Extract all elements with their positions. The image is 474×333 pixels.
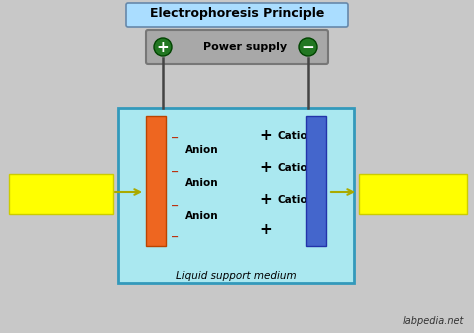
- Bar: [306, 116, 326, 246]
- Text: +: +: [260, 161, 273, 175]
- Text: +: +: [260, 129, 273, 144]
- Text: Positive electrode: Positive electrode: [11, 197, 111, 207]
- Text: Cation: Cation: [278, 131, 316, 141]
- Text: labpedia.net: labpedia.net: [402, 316, 464, 326]
- FancyBboxPatch shape: [126, 3, 348, 27]
- Text: Anion: Anion: [185, 145, 219, 155]
- Text: Power supply: Power supply: [203, 42, 287, 52]
- Ellipse shape: [154, 38, 172, 56]
- FancyBboxPatch shape: [359, 174, 467, 214]
- Ellipse shape: [299, 38, 317, 56]
- Text: +: +: [260, 192, 273, 207]
- Text: Anode: Anode: [42, 184, 80, 194]
- Text: −: −: [301, 40, 314, 55]
- Text: Cation: Cation: [278, 163, 316, 173]
- FancyBboxPatch shape: [9, 174, 113, 214]
- Text: Electrophoresis Principle: Electrophoresis Principle: [150, 8, 324, 21]
- FancyBboxPatch shape: [146, 30, 328, 64]
- Text: −: −: [171, 232, 179, 242]
- Text: Cathode: Cathode: [389, 184, 438, 194]
- Text: +: +: [156, 40, 169, 55]
- Bar: [118, 108, 354, 283]
- Text: Anion: Anion: [185, 211, 219, 221]
- Bar: [146, 116, 166, 246]
- Text: Anion: Anion: [185, 178, 219, 188]
- Text: Negative electrode: Negative electrode: [361, 197, 465, 207]
- Text: −: −: [171, 201, 179, 211]
- Text: Liquid support medium: Liquid support medium: [176, 271, 296, 281]
- Text: −: −: [171, 167, 179, 177]
- Text: Cation: Cation: [278, 195, 316, 205]
- Text: −: −: [171, 133, 179, 143]
- Text: +: +: [260, 222, 273, 237]
